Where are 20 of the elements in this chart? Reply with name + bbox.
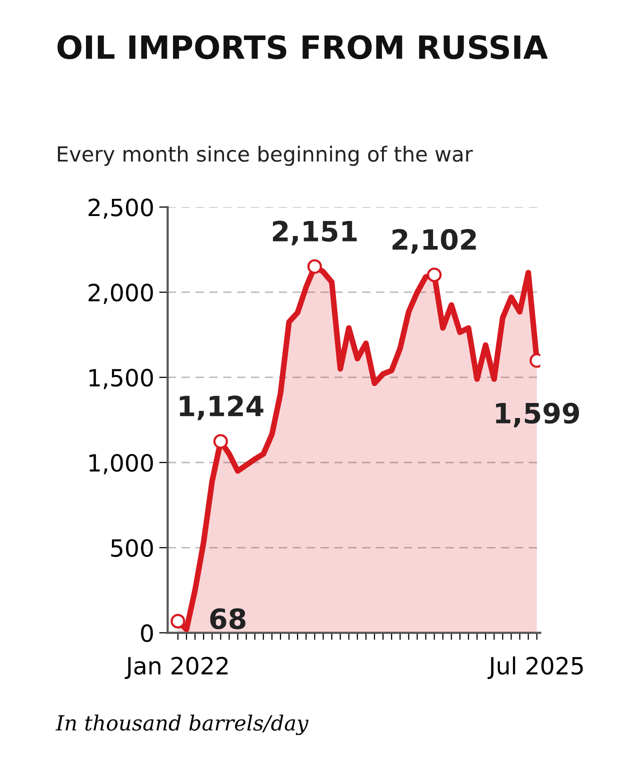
chart-subtitle: Every month since beginning of the war: [58, 146, 473, 166]
y-tick-label: 500: [111, 539, 153, 557]
y-tick-label: 0: [141, 624, 153, 642]
point: [307, 259, 322, 274]
y-tick-label: 1,000: [89, 454, 153, 474]
data-label: 1,599: [496, 402, 580, 428]
y-tick-label: 2,500: [88, 198, 153, 219]
text: In thousand barrels/day: [56, 714, 309, 736]
x-tick-label: Jul 2025: [488, 656, 583, 680]
data-label: 2,102: [392, 229, 476, 254]
point: [427, 268, 442, 282]
point: [213, 434, 228, 449]
y-tick-label: 1,500: [89, 368, 153, 390]
data-label: 68: [210, 608, 246, 630]
data-label: 1,124: [180, 396, 264, 420]
chart-title: OIL IMPORTS FROM RUSSIA: [57, 35, 548, 60]
y-tick-label: 2,000: [88, 284, 153, 304]
data-label: 2,151: [272, 220, 357, 246]
point: [170, 614, 186, 628]
x-tick-label: Jan 2022: [124, 656, 228, 680]
